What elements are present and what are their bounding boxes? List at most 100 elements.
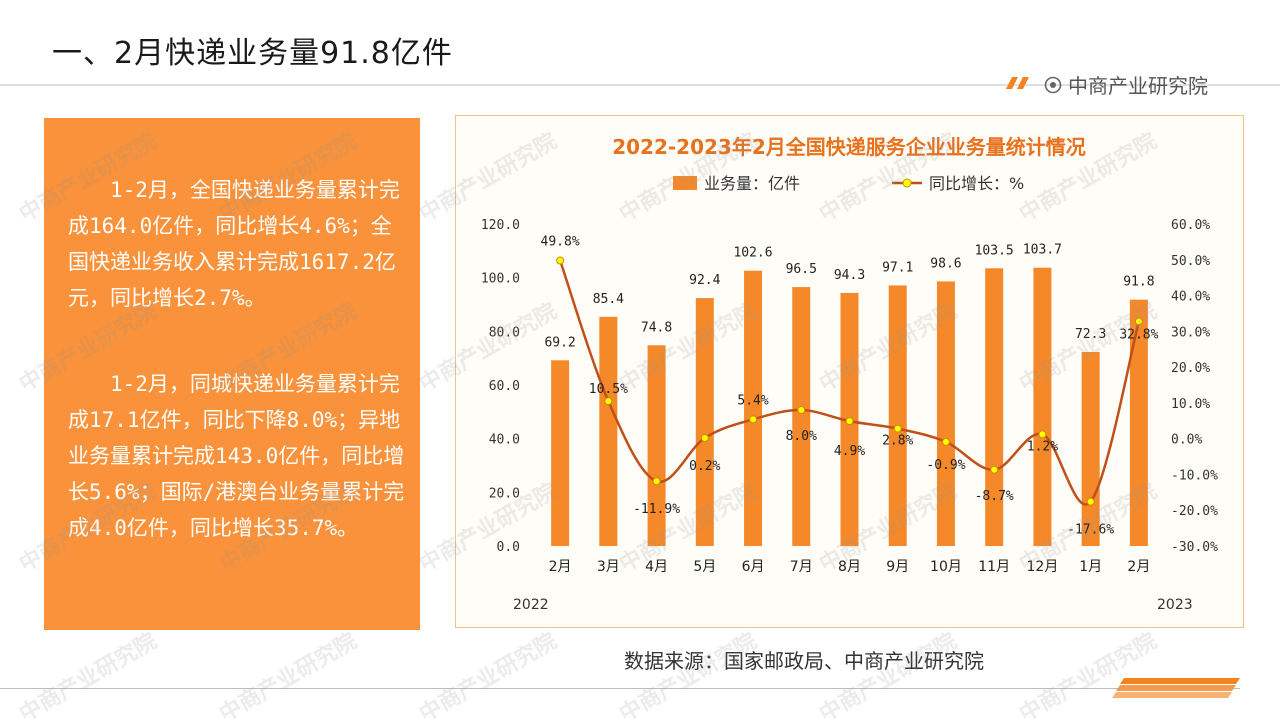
brand-stripes-icon <box>1006 77 1029 89</box>
summary-paragraph-2: 1-2月，同城快递业务量累计完成17.1亿件，同比下降8.0%；异地业务量累计完… <box>68 372 405 540</box>
growth-value-label: 5.4% <box>737 393 768 408</box>
growth-marker <box>604 397 613 406</box>
watermark: 中商产业研究院 <box>215 628 362 728</box>
legend-swatch-bar <box>673 176 697 190</box>
x-tick-label: 11月 <box>978 559 1010 575</box>
growth-value-label: 32.8% <box>1119 327 1158 342</box>
source-note: 数据来源：国家邮政局、中商产业研究院 <box>624 649 984 673</box>
y-right-tick-label: 10.0% <box>1171 397 1210 412</box>
brand-logo: 中商产业研究院 <box>1044 70 1208 99</box>
growth-marker <box>1134 317 1143 326</box>
page-title: 一、2月快递业务量91.8亿件 <box>52 36 453 71</box>
year-label: 2022 <box>513 597 549 613</box>
target-circle-icon <box>1044 76 1062 93</box>
bar-value-label: 72.3 <box>1075 327 1106 342</box>
y-left-tick-label: 20.0 <box>489 486 520 501</box>
legend-marker <box>902 178 912 188</box>
bar <box>936 281 955 546</box>
growth-value-label: 10.5% <box>589 382 628 397</box>
watermark: 中商产业研究院 <box>415 628 562 728</box>
x-tick-label: 3月 <box>597 559 620 575</box>
y-right-tick-label: 50.0% <box>1171 254 1210 269</box>
growth-value-label: 0.2% <box>689 459 720 474</box>
bar <box>792 287 811 546</box>
bar-value-label: 103.7 <box>1023 243 1062 258</box>
growth-value-label: 2.8% <box>882 434 913 449</box>
header-divider <box>0 84 1280 86</box>
bar-value-label: 69.2 <box>544 335 575 350</box>
bar <box>1129 299 1148 546</box>
bar-value-label: 97.1 <box>882 260 913 275</box>
y-left-tick-label: 120.0 <box>481 218 520 233</box>
watermark: 中商产业研究院 <box>615 628 762 728</box>
bar-value-label: 74.8 <box>641 320 672 335</box>
growth-value-label: -0.9% <box>926 458 965 473</box>
summary-paragraph-1: 1-2月，全国快递业务量累计完成164.0亿件，同比增长4.6%；全国快递业务收… <box>68 178 400 310</box>
x-tick-label: 8月 <box>838 559 861 575</box>
y-right-tick-label: 30.0% <box>1171 325 1210 340</box>
growth-marker <box>845 417 854 426</box>
growth-marker <box>797 406 806 415</box>
growth-marker <box>556 256 565 265</box>
bar-value-label: 92.4 <box>689 273 720 288</box>
x-tick-label: 12月 <box>1027 559 1059 575</box>
bar-value-label: 91.8 <box>1123 275 1154 290</box>
y-right-tick-label: -10.0% <box>1171 468 1218 483</box>
growth-value-label: 8.0% <box>786 429 817 444</box>
growth-marker <box>749 415 758 424</box>
bar-value-label: 98.6 <box>930 256 961 271</box>
y-right-tick-label: 40.0% <box>1171 290 1210 305</box>
y-right-tick-label: 20.0% <box>1171 361 1210 376</box>
growth-marker <box>941 437 950 446</box>
legend-label-line: 同比增长：% <box>929 174 1024 193</box>
x-tick-label: 9月 <box>886 559 909 575</box>
y-left-tick-label: 60.0 <box>489 379 520 394</box>
chart-container: 2022-2023年2月全国快递服务企业业务量统计情况业务量：亿件 同比增长：% 0… <box>455 115 1244 628</box>
growth-marker <box>652 477 661 486</box>
x-tick-label: 2月 <box>1127 559 1150 575</box>
bar <box>1033 267 1052 546</box>
bar <box>888 285 907 546</box>
footer-stripes-icon <box>1112 678 1240 698</box>
bar <box>695 298 714 546</box>
year-label: 2023 <box>1157 597 1193 613</box>
summary-panel: 1-2月，全国快递业务量累计完成164.0亿件，同比增长4.6%；全国快递业务收… <box>44 118 420 630</box>
bar <box>1081 351 1100 546</box>
y-left-tick-label: 80.0 <box>489 325 520 340</box>
growth-value-label: 1.2% <box>1027 439 1058 454</box>
growth-marker <box>990 465 999 474</box>
growth-value-label: -11.9% <box>633 502 680 517</box>
watermark: 中商产业研究院 <box>1015 628 1162 728</box>
chart-title: 2022-2023年2月全国快递服务企业业务量统计情况 <box>612 135 1086 159</box>
y-right-tick-label: 60.0% <box>1171 218 1210 233</box>
y-right-tick-label: 0.0% <box>1171 433 1202 448</box>
x-tick-label: 7月 <box>790 559 813 575</box>
bar-value-label: 96.5 <box>786 262 817 277</box>
y-left-tick-label: 40.0 <box>489 433 520 448</box>
bar <box>551 360 570 546</box>
y-left-tick-label: 0.0 <box>497 540 520 555</box>
bar <box>647 345 666 546</box>
x-tick-label: 5月 <box>693 559 716 575</box>
growth-value-label: 4.9% <box>834 444 865 459</box>
growth-value-label: -8.7% <box>975 489 1014 504</box>
growth-marker <box>1038 430 1047 439</box>
bar-value-label: 85.4 <box>593 292 624 307</box>
bar-value-label: 102.6 <box>733 246 772 261</box>
legend-label-bar: 业务量：亿件 <box>704 174 800 193</box>
x-tick-label: 4月 <box>645 559 668 575</box>
bar <box>985 268 1004 546</box>
x-tick-label: 6月 <box>742 559 765 575</box>
bar <box>599 316 618 546</box>
bar-value-label: 103.5 <box>975 243 1014 258</box>
bar-value-label: 94.3 <box>834 268 865 283</box>
watermark: 中商产业研究院 <box>815 628 962 728</box>
growth-value-label: 49.8% <box>541 234 580 249</box>
brand-name: 中商产业研究院 <box>1068 74 1208 98</box>
growth-marker <box>893 424 902 433</box>
y-right-tick-label: -30.0% <box>1171 540 1218 555</box>
bar <box>744 270 763 546</box>
y-left-tick-label: 100.0 <box>481 272 520 287</box>
growth-marker <box>700 433 709 442</box>
